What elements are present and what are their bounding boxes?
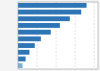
bar	[18, 57, 26, 62]
bar	[18, 3, 87, 8]
bar	[18, 16, 70, 21]
bar	[18, 23, 60, 28]
bars	[18, 3, 87, 68]
plot-frame	[18, 2, 98, 69]
bar	[18, 30, 51, 35]
bar	[18, 50, 29, 55]
bar	[18, 43, 35, 48]
plot-background	[18, 2, 98, 69]
bar	[18, 63, 23, 68]
bar	[18, 10, 81, 15]
grid-line	[94, 2, 95, 69]
bar	[18, 36, 41, 41]
chart	[0, 0, 100, 71]
